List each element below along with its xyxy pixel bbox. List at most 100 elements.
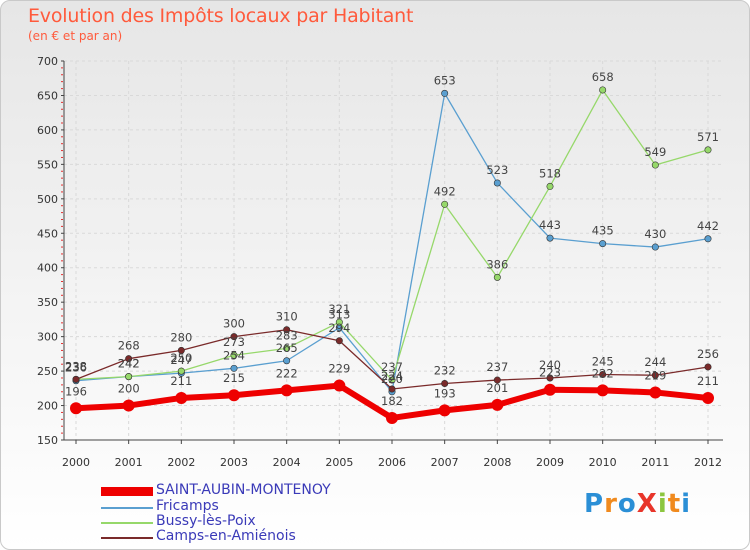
point-1-2010	[599, 240, 607, 248]
data-label-3-2004: 310	[276, 310, 298, 324]
data-label-3-2010: 245	[592, 355, 614, 369]
data-label-1-2003: 254	[223, 348, 245, 362]
data-label-0-2009: 223	[539, 366, 561, 380]
logo-letter: t	[667, 489, 682, 519]
legend-swatch-bussy	[101, 522, 153, 524]
y-axis-ticks: 150 200 250 300 350 400 450 500 550 600 650 700	[37, 55, 64, 447]
data-label-0-2005: 229	[328, 362, 350, 376]
legend-swatch-camps	[101, 537, 153, 539]
data-label-2-2004: 283	[276, 328, 298, 342]
y-tick-label-650: 650	[37, 89, 58, 102]
data-label-1-2000: 236	[65, 361, 87, 375]
point-3-2010	[599, 371, 607, 379]
chart-title: Evolution des Impôts locaux par Habitant	[28, 5, 414, 27]
point-3-2012	[704, 363, 712, 371]
y-tick-label-400: 400	[37, 262, 58, 275]
point-3-2005	[335, 337, 343, 345]
data-label-0-2007: 193	[434, 386, 456, 400]
data-label-3-2005: 294	[328, 321, 350, 335]
data-label-0-2001: 200	[118, 382, 140, 396]
logo-letter: r	[604, 489, 618, 519]
legend-swatch-fricamps	[101, 507, 153, 509]
x-tick-label-2003: 2003	[220, 456, 248, 469]
point-0-2007	[438, 404, 451, 417]
data-label-1-2002: 247	[170, 353, 192, 367]
data-label-2-2007: 492	[434, 184, 456, 198]
y-tick-label-200: 200	[37, 400, 58, 413]
data-label-0-2006: 182	[381, 394, 403, 408]
point-0-2006	[386, 411, 398, 424]
data-labels: 196 200 211 215 222 229 182 193 201 223 222 219 211 2…	[65, 70, 719, 408]
point-3-2001	[125, 355, 133, 363]
data-label-3-2001: 268	[118, 339, 140, 353]
data-label-1-2009: 443	[539, 218, 561, 232]
logo-letter: X	[636, 489, 658, 519]
point-0-2011	[649, 386, 662, 399]
data-label-1-2005: 313	[328, 308, 350, 322]
point-1-2003	[230, 364, 238, 372]
data-label-1-2012: 442	[697, 219, 719, 233]
x-tick-label-2007: 2007	[431, 456, 459, 469]
data-label-2-2006: 237	[381, 360, 403, 374]
data-label-3-2002: 280	[170, 330, 192, 344]
data-label-3-2007: 232	[434, 363, 456, 377]
data-label-1-2008: 523	[486, 163, 508, 177]
point-2-2003	[230, 351, 238, 359]
data-label-0-2002: 211	[170, 374, 192, 388]
point-2-2012	[704, 146, 712, 154]
point-2-2006	[388, 376, 396, 384]
point-0-2008	[491, 398, 504, 411]
point-3-2008	[493, 376, 501, 384]
legend-swatch-saint-aubin	[101, 487, 153, 496]
data-label-0-2004: 222	[276, 366, 298, 380]
point-0-2003	[228, 389, 240, 402]
logo-letter: i	[657, 489, 668, 519]
data-label-3-2012: 256	[697, 347, 719, 361]
x-tick-label-2001: 2001	[115, 456, 143, 469]
x-tick-label-2005: 2005	[325, 456, 353, 469]
data-label-3-2009: 240	[539, 358, 561, 372]
point-2-2009	[546, 182, 554, 190]
data-label-2-2008: 386	[486, 257, 508, 271]
point-3-2007	[441, 379, 449, 387]
y-tick-label-550: 550	[37, 158, 58, 171]
data-label-1-2011: 430	[644, 227, 666, 241]
data-label-3-2006: 224	[381, 369, 403, 383]
point-0-2010	[596, 384, 609, 397]
data-label-2-2000: 238	[65, 359, 87, 373]
data-label-1-2001: 242	[118, 357, 140, 371]
point-1-2012	[704, 235, 712, 243]
point-3-2006	[388, 385, 396, 393]
y-tick-label-450: 450	[37, 227, 58, 240]
point-3-2011	[651, 371, 659, 379]
data-label-2-2009: 518	[539, 166, 561, 180]
y-tick-label-700: 700	[37, 55, 58, 68]
legend-label-bussy: Bussy-lès-Poix	[156, 513, 256, 529]
point-3-2004	[283, 326, 291, 334]
x-tick-label-2012: 2012	[694, 456, 722, 469]
series-lines	[70, 86, 714, 424]
y-tick-label-350: 350	[37, 296, 58, 309]
proxiti-logo: ProXiti	[584, 489, 691, 519]
x-tick-label-2011: 2011	[641, 456, 669, 469]
data-label-2-2005: 321	[328, 302, 350, 316]
logo-letter: P	[584, 489, 605, 519]
data-label-1-2007: 653	[434, 73, 456, 87]
data-label-2-2002: 250	[170, 351, 192, 365]
data-label-3-2008: 237	[486, 360, 508, 374]
point-2-2010	[599, 86, 607, 94]
data-label-0-2010: 222	[592, 366, 614, 380]
data-label-1-2010: 435	[592, 224, 614, 238]
legend-label-camps: Camps-en-Amiénois	[156, 528, 296, 544]
chart-subtitle: (en € et par an)	[28, 29, 123, 43]
data-label-0-2008: 201	[486, 381, 508, 395]
data-label-0-2000: 196	[65, 384, 87, 398]
point-0-2001	[122, 399, 135, 412]
data-label-2-2003: 273	[223, 335, 245, 349]
data-label-0-2011: 219	[644, 368, 666, 382]
legend-label-saint-aubin: SAINT-AUBIN-MONTENOY	[156, 482, 331, 498]
x-tick-label-2002: 2002	[167, 456, 195, 469]
point-1-2004	[283, 357, 291, 365]
data-label-0-2012: 211	[697, 374, 719, 388]
data-label-2-2011: 549	[644, 145, 666, 159]
